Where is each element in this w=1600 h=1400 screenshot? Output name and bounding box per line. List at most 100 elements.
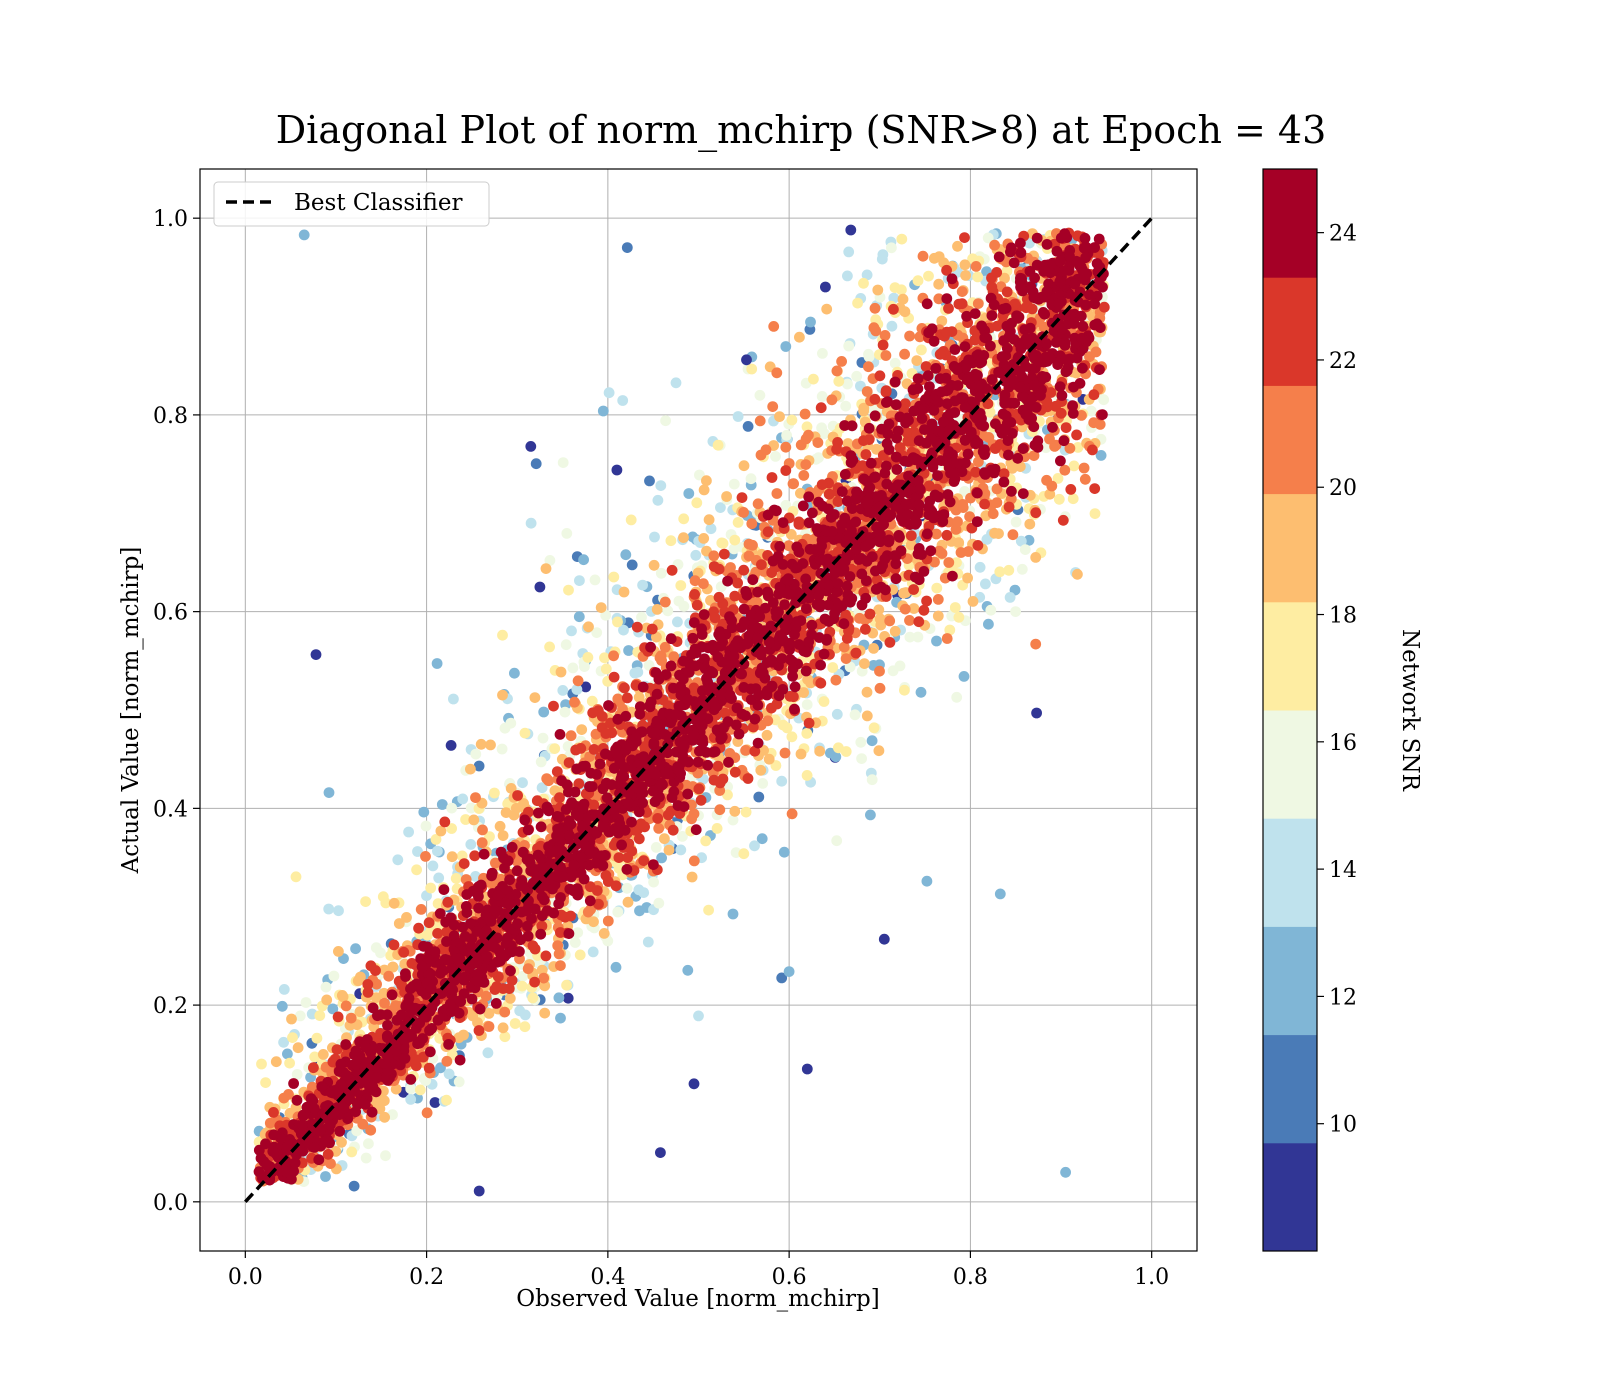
scatter-point	[612, 693, 624, 705]
scatter-point	[854, 612, 865, 624]
scatter-point	[866, 774, 878, 786]
scatter-point	[405, 1074, 417, 1085]
scatter-point	[612, 616, 623, 628]
scatter-point	[292, 1042, 304, 1054]
scatter-point	[714, 777, 726, 789]
scatter-point	[544, 555, 556, 566]
scatter-point	[899, 306, 911, 318]
scatter-point	[560, 639, 572, 651]
scatter-point	[728, 543, 740, 555]
scatter-point	[516, 980, 528, 992]
scatter-point	[583, 621, 594, 633]
scatter-point	[474, 1003, 486, 1015]
scatter-point	[889, 357, 901, 369]
scatter-point	[320, 981, 332, 993]
scatter-point	[1006, 463, 1018, 474]
scatter-point	[780, 341, 792, 352]
scatter-point	[610, 880, 622, 892]
scatter-point	[776, 972, 788, 984]
scatter-point	[908, 603, 920, 614]
scatter-point	[413, 922, 424, 934]
scatter-point	[483, 1021, 495, 1032]
scatter-point	[894, 442, 906, 453]
scatter-point	[370, 942, 382, 954]
scatter-point	[774, 411, 785, 422]
scatter-point	[525, 517, 537, 529]
scatter-point	[1015, 535, 1027, 547]
scatter-point	[499, 1031, 511, 1043]
scatter-point	[291, 1069, 303, 1080]
scatter-point	[981, 534, 993, 545]
scatter-point	[964, 511, 975, 522]
scatter-point	[1067, 493, 1079, 505]
scatter-point	[477, 824, 488, 836]
scatter-point	[729, 534, 741, 546]
scatter-point	[781, 722, 793, 734]
scatter-point	[842, 378, 853, 390]
scatter-point	[1005, 493, 1017, 505]
scatter-point	[1030, 552, 1042, 563]
scatter-point	[933, 278, 945, 290]
scatter-point	[363, 1138, 374, 1150]
scatter-point	[442, 896, 454, 908]
scatter-point	[571, 684, 583, 695]
scatter-point	[336, 990, 348, 1001]
scatter-point	[270, 1056, 282, 1068]
scatter-point	[436, 799, 448, 810]
scatter-point	[999, 272, 1010, 284]
scatter-point	[465, 763, 476, 775]
scatter-point	[540, 563, 552, 574]
scatter-point	[509, 1018, 521, 1029]
scatter-point	[260, 1077, 271, 1088]
scatter-point	[506, 974, 518, 986]
scatter-point	[921, 595, 932, 607]
scatter-point	[850, 647, 862, 659]
scatter-point	[840, 400, 852, 412]
scatter-point	[858, 402, 870, 414]
scatter-point	[660, 415, 671, 427]
scatter-point	[801, 421, 813, 433]
scatter-point	[1046, 480, 1058, 492]
scatter-point	[771, 367, 783, 379]
scatter-point	[931, 582, 943, 594]
scatter-point	[652, 813, 664, 824]
scatter-point	[826, 394, 838, 406]
scatter-point	[874, 613, 886, 625]
scatter-point	[587, 946, 599, 958]
scatter-point	[553, 992, 565, 1004]
scatter-point	[563, 584, 574, 596]
scatter-point	[833, 742, 844, 754]
scatter-point	[586, 695, 598, 707]
scatter-point	[475, 738, 487, 750]
scatter-point	[849, 709, 861, 721]
scatter-point	[974, 561, 986, 573]
scatter-point	[446, 823, 457, 834]
scatter-point	[433, 872, 445, 884]
scatter-point	[708, 550, 720, 562]
scatter-point	[470, 792, 481, 803]
scatter-point	[880, 385, 892, 396]
scatter-point	[941, 633, 953, 644]
scatter-point	[1053, 493, 1065, 505]
scatter-point	[869, 393, 881, 405]
scatter-point	[972, 271, 984, 283]
scatter-point	[530, 458, 542, 470]
scatter-point	[380, 897, 392, 909]
scatter-point	[843, 340, 855, 352]
scatter-point	[468, 814, 480, 826]
scatter-point	[1079, 473, 1091, 485]
scatter-point	[388, 897, 400, 909]
scatter-point	[476, 837, 488, 849]
scatter-point	[818, 696, 830, 707]
scatter-point	[557, 457, 569, 468]
scatter-point	[649, 531, 660, 543]
scatter-point	[781, 429, 792, 441]
scatter-point	[450, 873, 462, 884]
scatter-point	[713, 591, 725, 603]
scatter-point	[786, 808, 798, 820]
scatter-point	[688, 682, 700, 694]
scatter-point	[944, 624, 956, 636]
scatter-point	[656, 852, 667, 864]
scatter-point	[470, 748, 482, 760]
scatter-point	[621, 864, 633, 875]
